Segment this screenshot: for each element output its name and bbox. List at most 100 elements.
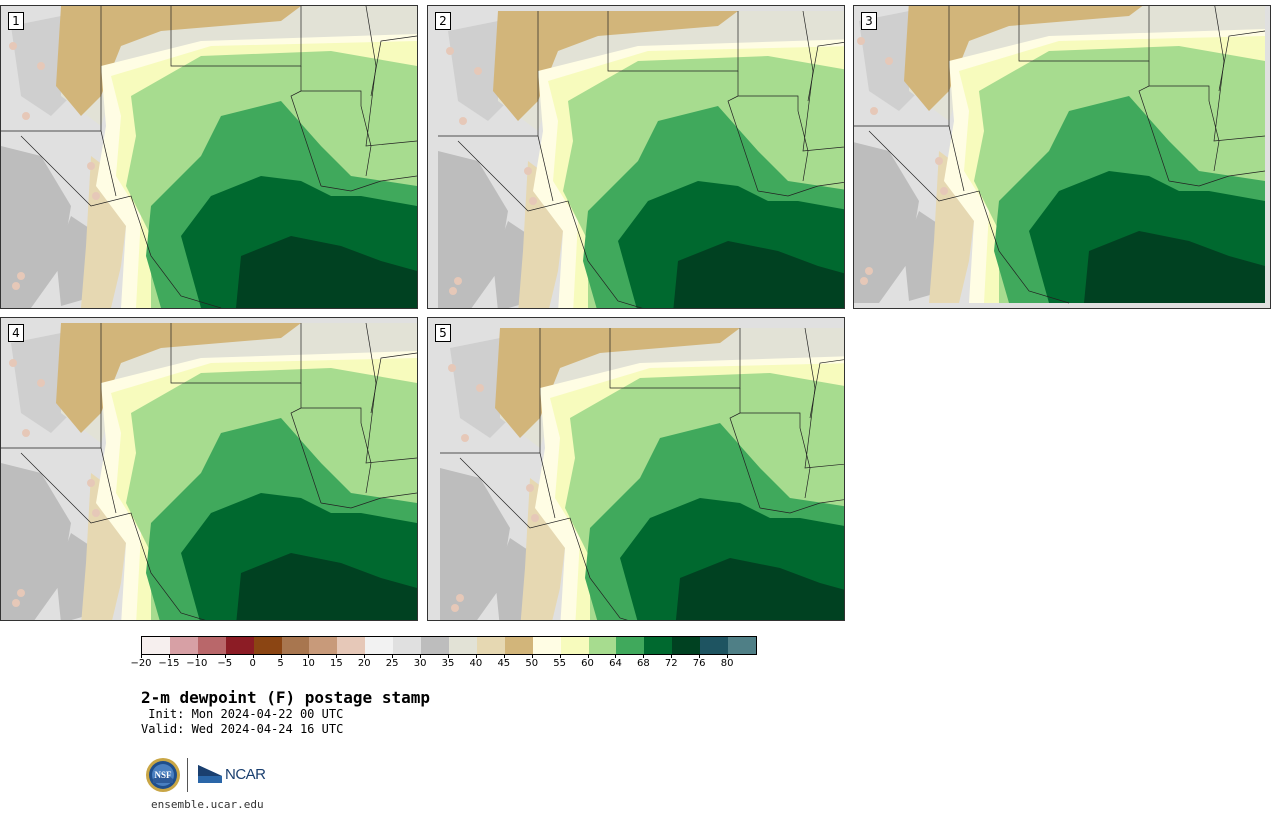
colorbar-swatch: [309, 637, 338, 654]
colorbar-swatch: [560, 637, 589, 654]
dewpoint-speckle: [9, 42, 17, 50]
logo-divider: [187, 758, 188, 792]
dewpoint-contour-region: [56, 6, 301, 116]
colorbar-ticks: −20 −15 −10 −5 0 5 10 15 20 25 30 35 40 45 50 55 60 64 68 7…: [130, 654, 757, 674]
colorbar-tick-label: 25: [385, 658, 399, 669]
state-boundary: [320, 175, 417, 192]
colorbar-tick-label: −10: [186, 658, 208, 669]
state-boundary: [1138, 85, 1170, 182]
state-boundary: [757, 182, 844, 197]
dewpoint-speckle: [17, 272, 25, 280]
state-boundary: [609, 328, 741, 389]
colorbar-tick: [364, 654, 366, 658]
dewpoint-speckle: [476, 384, 484, 392]
colorbar-tick: [168, 654, 170, 658]
colorbar-swatch: [476, 637, 505, 654]
colorbar-swatch: [142, 637, 170, 654]
colorbar-tick-label: 15: [329, 658, 343, 669]
dewpoint-fields: [428, 318, 844, 620]
colorbar-tick-label: −5: [217, 658, 233, 669]
colorbar-tick-label: 55: [553, 658, 566, 669]
dewpoint-contour-region: [1, 146, 71, 308]
colorbar: [141, 636, 757, 655]
dewpoint-speckle: [870, 107, 878, 115]
dewpoint-contour-region: [673, 241, 844, 308]
dewpoint-speckle: [448, 364, 456, 372]
panel-label-2: 2: [435, 12, 451, 30]
colorbar-tick-label: 76: [692, 658, 706, 669]
nsf-logo-text: NSF: [154, 770, 172, 780]
state-boundary: [370, 352, 417, 414]
colorbar-swatch: [393, 637, 422, 654]
dewpoint-speckle: [940, 187, 948, 195]
colorbar-swatch: [700, 637, 729, 654]
colorbar-tick: [615, 654, 617, 658]
dewpoint-speckle: [526, 484, 534, 492]
colorbar-tick: [671, 654, 673, 658]
state-boundary: [1168, 170, 1266, 187]
colorbar-swatch: [281, 637, 310, 654]
init-time: Init: Mon 2024-04-22 00 UTC: [141, 707, 344, 721]
nsf-logo-icon: NSF: [146, 758, 180, 792]
state-boundary: [290, 90, 322, 187]
dewpoint-speckle: [456, 594, 464, 602]
colorbar-tick-label: −15: [158, 658, 180, 669]
valid-time: Valid: Wed 2024-04-24 16 UTC: [141, 722, 344, 736]
colorbar-tick: [475, 654, 477, 658]
state-boundary: [802, 10, 844, 152]
state-boundary: [539, 452, 556, 519]
colorbar-tick-label: 50: [525, 658, 539, 669]
panel-label-3: 3: [861, 12, 877, 30]
state-boundary: [457, 140, 643, 308]
dewpoint-contour-region: [61, 323, 417, 443]
colorbar-swatch: [253, 637, 282, 654]
dewpoint-speckle: [446, 47, 454, 55]
ncar-mark-icon: [198, 765, 222, 783]
colorbar-swatch: [728, 637, 756, 654]
dewpoint-contour-region: [56, 323, 301, 433]
state-boundary: [948, 125, 965, 192]
dewpoint-speckle: [449, 287, 457, 295]
site-url[interactable]: ensemble.ucar.edu: [151, 798, 264, 811]
dewpoint-contour-region: [236, 553, 417, 620]
colorbar-tick: [224, 654, 226, 658]
state-boundary: [100, 447, 117, 514]
dewpoint-contour-region: [440, 468, 510, 620]
dewpoint-speckle: [461, 434, 469, 442]
colorbar-swatch: [448, 637, 477, 654]
state-boundary: [1218, 30, 1266, 92]
state-boundary: [737, 71, 809, 182]
colorbar-tick: [280, 654, 282, 658]
panel-label-5: 5: [435, 324, 451, 342]
dewpoint-speckle: [37, 62, 45, 70]
colorbar-tick-label: 35: [441, 658, 455, 669]
dewpoint-speckle: [12, 599, 20, 607]
dewpoint-map-2: [428, 6, 844, 308]
colorbar-tick-label: 68: [636, 658, 650, 669]
colorbar-tick: [727, 654, 729, 658]
dewpoint-speckle: [87, 162, 95, 170]
dewpoint-speckle: [531, 514, 539, 522]
dewpoint-speckle: [459, 117, 467, 125]
colorbar-swatch: [616, 637, 645, 654]
colorbar-swatch: [225, 637, 254, 654]
dewpoint-speckle: [17, 589, 25, 597]
colorbar-swatch: [644, 637, 673, 654]
state-boundary: [365, 6, 417, 147]
dewpoint-speckle: [87, 479, 95, 487]
state-boundary: [727, 95, 759, 192]
state-boundary: [320, 492, 417, 509]
state-boundary: [868, 130, 1070, 304]
plot-title: 2-m dewpoint (F) postage stamp: [141, 688, 430, 707]
state-boundary: [1018, 6, 1150, 62]
colorbar-swatch: [504, 637, 533, 654]
state-boundary: [20, 452, 206, 620]
member-panel-3: 3: [853, 5, 1271, 309]
dewpoint-speckle: [451, 604, 459, 612]
state-boundary: [759, 499, 844, 514]
colorbar-tick-label: 10: [302, 658, 315, 669]
panel-label-4: 4: [8, 324, 24, 342]
colorbar-tick: [252, 654, 254, 658]
colorbar-tick: [141, 654, 142, 658]
state-boundary: [537, 135, 554, 202]
